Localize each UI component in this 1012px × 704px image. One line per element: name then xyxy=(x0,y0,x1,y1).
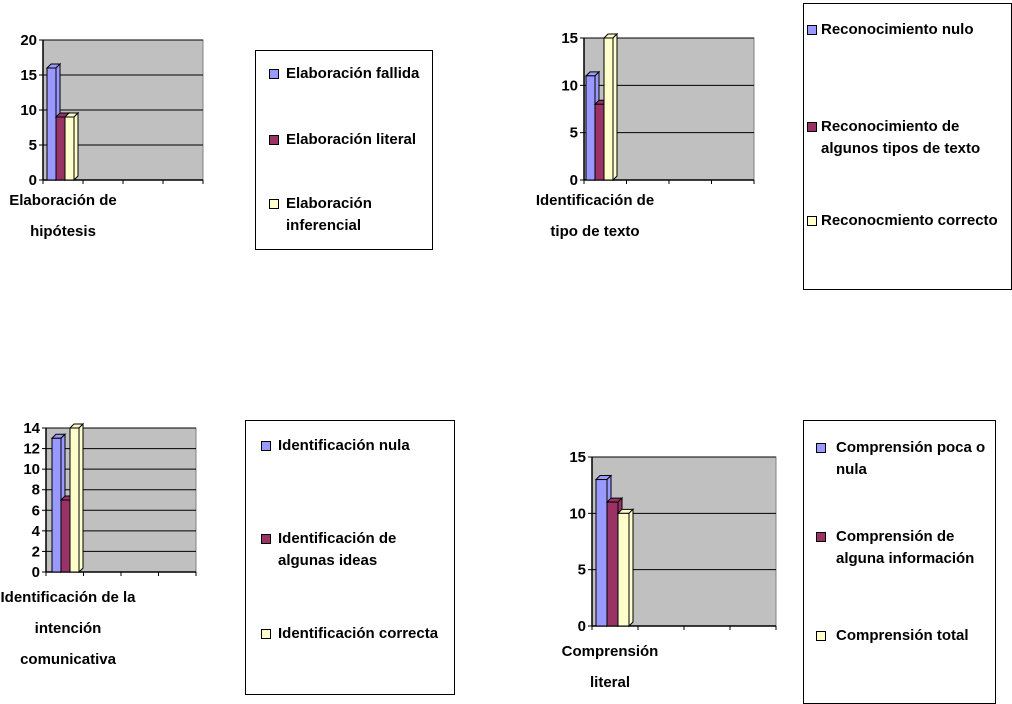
y-tick-label: 10 xyxy=(23,461,40,478)
bar-front xyxy=(55,116,66,181)
chart-intencion: 0 2 4 6 8 10 12 14 Identificación de la intenci… xyxy=(0,400,250,704)
y-tick-label: 4 xyxy=(32,523,41,540)
y-tick-label: 10 xyxy=(20,102,37,119)
legend-swatch xyxy=(807,25,817,35)
bar-front xyxy=(585,75,596,181)
chart-comprension-category-label: Comprensión literal xyxy=(561,643,659,691)
legend-item-reconocimiento-nulo: Reconocimiento nulo xyxy=(807,19,1011,41)
legend-label: Identificación correcta xyxy=(278,625,439,642)
bar-front xyxy=(60,499,71,573)
chart-tipo-texto-category-label: Identificación de tipo de texto xyxy=(535,192,655,240)
bar-front xyxy=(595,479,608,627)
bar-side xyxy=(612,32,618,182)
legend-label: Comprensión total xyxy=(836,627,969,644)
bar-intencion-3 xyxy=(68,422,85,574)
legend-swatch xyxy=(807,122,817,132)
legend-swatch xyxy=(261,441,271,451)
bar-side xyxy=(78,422,84,574)
legend-label: Elaboración inferencial xyxy=(286,195,372,234)
bar-comprension-3 xyxy=(616,508,635,628)
chart-tipo-texto-plot: 0 5 10 15 xyxy=(561,30,755,189)
bar-front xyxy=(606,501,619,627)
y-tick-label: 20 xyxy=(20,32,37,49)
chart-intencion-legend: Identificación nula Identificación de al… xyxy=(245,420,455,695)
legend-item-comprension-total: Comprensión total xyxy=(816,625,994,647)
y-tick-label: 15 xyxy=(20,67,37,84)
chart-intencion-category-label: Identificación de la intención comunicat… xyxy=(0,589,136,668)
chart-comprension-legend: Comprensión poca o nula Comprensión de a… xyxy=(803,420,996,704)
bar-hipotesis-3 xyxy=(63,111,80,182)
bar-front xyxy=(594,103,605,181)
legend-label: Elaboración fallida xyxy=(286,65,420,82)
legend-label: Elaboración literal xyxy=(286,131,417,148)
y-tick-label: 0 xyxy=(570,172,578,189)
y-tick-label: 10 xyxy=(569,505,586,522)
bar-front xyxy=(51,437,62,573)
y-tick-label: 15 xyxy=(561,30,578,47)
legend-item-comprension-poca: Comprensión poca o nula xyxy=(816,437,994,481)
legend-swatch xyxy=(816,443,826,453)
legend-swatch xyxy=(269,199,279,209)
y-tick-label: 8 xyxy=(32,482,40,499)
y-tick-label: 5 xyxy=(570,125,578,142)
chart-comprension: 0 5 10 15 Comprensión literal xyxy=(520,400,790,704)
bar-front xyxy=(46,67,57,181)
bar-front xyxy=(603,37,614,181)
legend-label: Reconocmiento correcto xyxy=(821,212,998,229)
legend-label: Reconocimiento nulo xyxy=(821,21,974,38)
legend-swatch xyxy=(816,631,826,641)
y-tick-label: 0 xyxy=(578,618,586,635)
legend-label: Identificación de algunas ideas xyxy=(278,530,397,569)
chart-tipo-texto-legend: Reconocimiento nulo Reconocimiento de al… xyxy=(803,3,1012,290)
legend-item-elaboracion-fallida: Elaboración fallida xyxy=(269,63,426,85)
legend-item-elaboracion-inferencial: Elaboración inferencial xyxy=(269,193,426,237)
y-tick-label: 2 xyxy=(32,543,40,560)
bar-front xyxy=(64,116,75,181)
legend-label: Reconocimiento de algunos tipos de texto xyxy=(821,118,981,157)
legend-swatch xyxy=(269,69,279,79)
y-tick-label: 5 xyxy=(578,562,586,579)
legend-swatch xyxy=(261,534,271,544)
legend-item-reconocimiento-algunos: Reconocimiento de algunos tipos de texto xyxy=(807,116,1011,160)
y-tick-label: 5 xyxy=(29,137,37,154)
bar-side xyxy=(628,508,634,628)
y-tick-label: 14 xyxy=(23,420,40,437)
y-tick-label: 0 xyxy=(29,172,37,189)
bar-side xyxy=(73,111,79,182)
y-tick-label: 12 xyxy=(23,441,40,458)
chart-hipotesis-plot: 0 5 10 15 20 xyxy=(20,32,204,189)
chart-comprension-plot: 0 5 10 15 xyxy=(569,449,777,635)
y-tick-label: 10 xyxy=(561,77,578,94)
legend-swatch xyxy=(807,216,817,226)
bar-tipo-texto-3 xyxy=(602,32,619,182)
bar-front xyxy=(617,512,630,627)
legend-item-comprension-alguna: Comprensión de alguna información xyxy=(816,526,994,570)
chart-hipotesis: 0 5 10 15 20 Elaboración de hipótesis xyxy=(0,0,250,290)
chart-hipotesis-category-label: Elaboración de hipótesis xyxy=(9,192,117,240)
legend-label: Comprensión poca o nula xyxy=(836,439,986,478)
legend-label: Comprensión de alguna información xyxy=(836,528,975,567)
chart-tipo-texto: 0 5 10 15 Identificación de tipo de texto xyxy=(520,0,780,290)
y-tick-label: 6 xyxy=(32,502,40,519)
legend-label: Identificación nula xyxy=(278,437,410,454)
legend-swatch xyxy=(261,629,271,639)
legend-item-elaboracion-literal: Elaboración literal xyxy=(269,129,426,151)
legend-swatch xyxy=(269,135,279,145)
chart-intencion-plot: 0 2 4 6 8 10 12 14 xyxy=(23,420,197,581)
legend-item-identificacion-correcta: Identificación correcta xyxy=(261,623,456,645)
legend-item-identificacion-nula: Identificación nula xyxy=(261,435,456,457)
y-tick-label: 15 xyxy=(569,449,586,466)
legend-item-reconocimiento-correcto: Reconocmiento correcto xyxy=(807,210,1011,232)
bar-front xyxy=(69,427,80,573)
legend-item-identificacion-algunas: Identificación de algunas ideas xyxy=(261,528,456,572)
legend-swatch xyxy=(816,532,826,542)
chart-hipotesis-legend: Elaboración fallida Elaboración literal … xyxy=(255,50,433,250)
y-tick-label: 0 xyxy=(32,564,40,581)
